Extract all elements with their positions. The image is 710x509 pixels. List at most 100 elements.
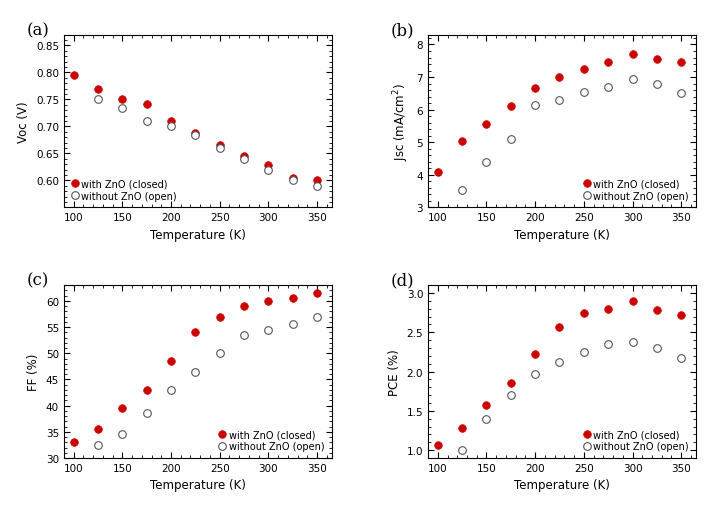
- with ZnO (closed): [604, 60, 613, 66]
- with ZnO (closed): [167, 358, 175, 364]
- with ZnO (closed): [313, 178, 322, 184]
- with ZnO (closed): [628, 298, 637, 304]
- without ZnO (open): [652, 81, 661, 88]
- without ZnO (open): [579, 90, 588, 96]
- with ZnO (closed): [240, 303, 248, 309]
- with ZnO (closed): [264, 298, 273, 304]
- with ZnO (closed): [458, 138, 466, 145]
- Legend: with ZnO (closed), without ZnO (open): with ZnO (closed), without ZnO (open): [581, 428, 691, 453]
- with ZnO (closed): [240, 154, 248, 160]
- with ZnO (closed): [506, 381, 515, 387]
- without ZnO (open): [288, 322, 297, 328]
- with ZnO (closed): [555, 324, 564, 330]
- without ZnO (open): [555, 359, 564, 365]
- Legend: with ZnO (closed), without ZnO (open): with ZnO (closed), without ZnO (open): [69, 178, 179, 203]
- Line: without ZnO (open): without ZnO (open): [94, 97, 321, 190]
- without ZnO (open): [482, 159, 491, 165]
- X-axis label: Temperature (K): Temperature (K): [514, 478, 610, 492]
- without ZnO (open): [118, 432, 126, 438]
- without ZnO (open): [215, 146, 224, 152]
- with ZnO (closed): [167, 119, 175, 125]
- without ZnO (open): [458, 447, 466, 454]
- Y-axis label: Jsc (mA/cm$^2$): Jsc (mA/cm$^2$): [391, 83, 411, 161]
- with ZnO (closed): [70, 439, 78, 445]
- with ZnO (closed): [143, 387, 151, 393]
- without ZnO (open): [240, 332, 248, 338]
- with ZnO (closed): [579, 67, 588, 73]
- with ZnO (closed): [118, 97, 126, 103]
- with ZnO (closed): [94, 87, 102, 93]
- Legend: with ZnO (closed), without ZnO (open): with ZnO (closed), without ZnO (open): [217, 428, 327, 453]
- with ZnO (closed): [677, 60, 685, 66]
- with ZnO (closed): [628, 52, 637, 58]
- Y-axis label: PCE (%): PCE (%): [388, 349, 401, 395]
- Line: with ZnO (closed): with ZnO (closed): [434, 298, 685, 448]
- without ZnO (open): [240, 156, 248, 162]
- with ZnO (closed): [94, 427, 102, 433]
- without ZnO (open): [118, 105, 126, 111]
- with ZnO (closed): [482, 402, 491, 408]
- Text: (c): (c): [26, 272, 49, 289]
- with ZnO (closed): [313, 291, 322, 297]
- without ZnO (open): [288, 178, 297, 184]
- with ZnO (closed): [288, 296, 297, 302]
- with ZnO (closed): [70, 73, 78, 79]
- with ZnO (closed): [434, 169, 442, 175]
- X-axis label: Temperature (K): Temperature (K): [150, 478, 246, 492]
- with ZnO (closed): [555, 75, 564, 81]
- without ZnO (open): [677, 91, 685, 97]
- with ZnO (closed): [143, 102, 151, 108]
- without ZnO (open): [604, 342, 613, 348]
- Y-axis label: Voc (V): Voc (V): [17, 101, 31, 143]
- X-axis label: Temperature (K): Temperature (K): [514, 229, 610, 241]
- without ZnO (open): [604, 84, 613, 91]
- without ZnO (open): [506, 137, 515, 143]
- without ZnO (open): [264, 327, 273, 333]
- without ZnO (open): [531, 102, 540, 108]
- with ZnO (closed): [264, 163, 273, 169]
- without ZnO (open): [191, 369, 200, 375]
- with ZnO (closed): [215, 143, 224, 149]
- Line: with ZnO (closed): with ZnO (closed): [434, 51, 685, 176]
- without ZnO (open): [313, 183, 322, 189]
- without ZnO (open): [94, 442, 102, 448]
- without ZnO (open): [215, 351, 224, 357]
- with ZnO (closed): [652, 57, 661, 63]
- without ZnO (open): [652, 345, 661, 351]
- without ZnO (open): [94, 97, 102, 103]
- Y-axis label: FF (%): FF (%): [27, 353, 40, 390]
- with ZnO (closed): [288, 176, 297, 182]
- with ZnO (closed): [531, 86, 540, 92]
- without ZnO (open): [143, 119, 151, 125]
- with ZnO (closed): [677, 313, 685, 319]
- with ZnO (closed): [604, 306, 613, 312]
- with ZnO (closed): [458, 425, 466, 431]
- Text: (a): (a): [26, 22, 49, 39]
- Line: without ZnO (open): without ZnO (open): [458, 338, 685, 454]
- without ZnO (open): [143, 411, 151, 417]
- without ZnO (open): [482, 416, 491, 422]
- with ZnO (closed): [579, 310, 588, 316]
- Text: (d): (d): [391, 272, 414, 289]
- with ZnO (closed): [118, 405, 126, 411]
- Text: (b): (b): [391, 22, 414, 39]
- without ZnO (open): [628, 76, 637, 82]
- with ZnO (closed): [652, 308, 661, 314]
- with ZnO (closed): [506, 104, 515, 110]
- without ZnO (open): [506, 392, 515, 399]
- Line: without ZnO (open): without ZnO (open): [458, 76, 685, 194]
- without ZnO (open): [531, 371, 540, 377]
- with ZnO (closed): [215, 314, 224, 320]
- without ZnO (open): [458, 187, 466, 193]
- with ZnO (closed): [482, 122, 491, 128]
- with ZnO (closed): [191, 330, 200, 336]
- without ZnO (open): [677, 355, 685, 361]
- Line: with ZnO (closed): with ZnO (closed): [70, 290, 321, 446]
- Line: with ZnO (closed): with ZnO (closed): [70, 72, 321, 184]
- without ZnO (open): [191, 132, 200, 138]
- with ZnO (closed): [434, 442, 442, 448]
- with ZnO (closed): [531, 352, 540, 358]
- with ZnO (closed): [191, 131, 200, 137]
- X-axis label: Temperature (K): Temperature (K): [150, 229, 246, 241]
- without ZnO (open): [628, 339, 637, 345]
